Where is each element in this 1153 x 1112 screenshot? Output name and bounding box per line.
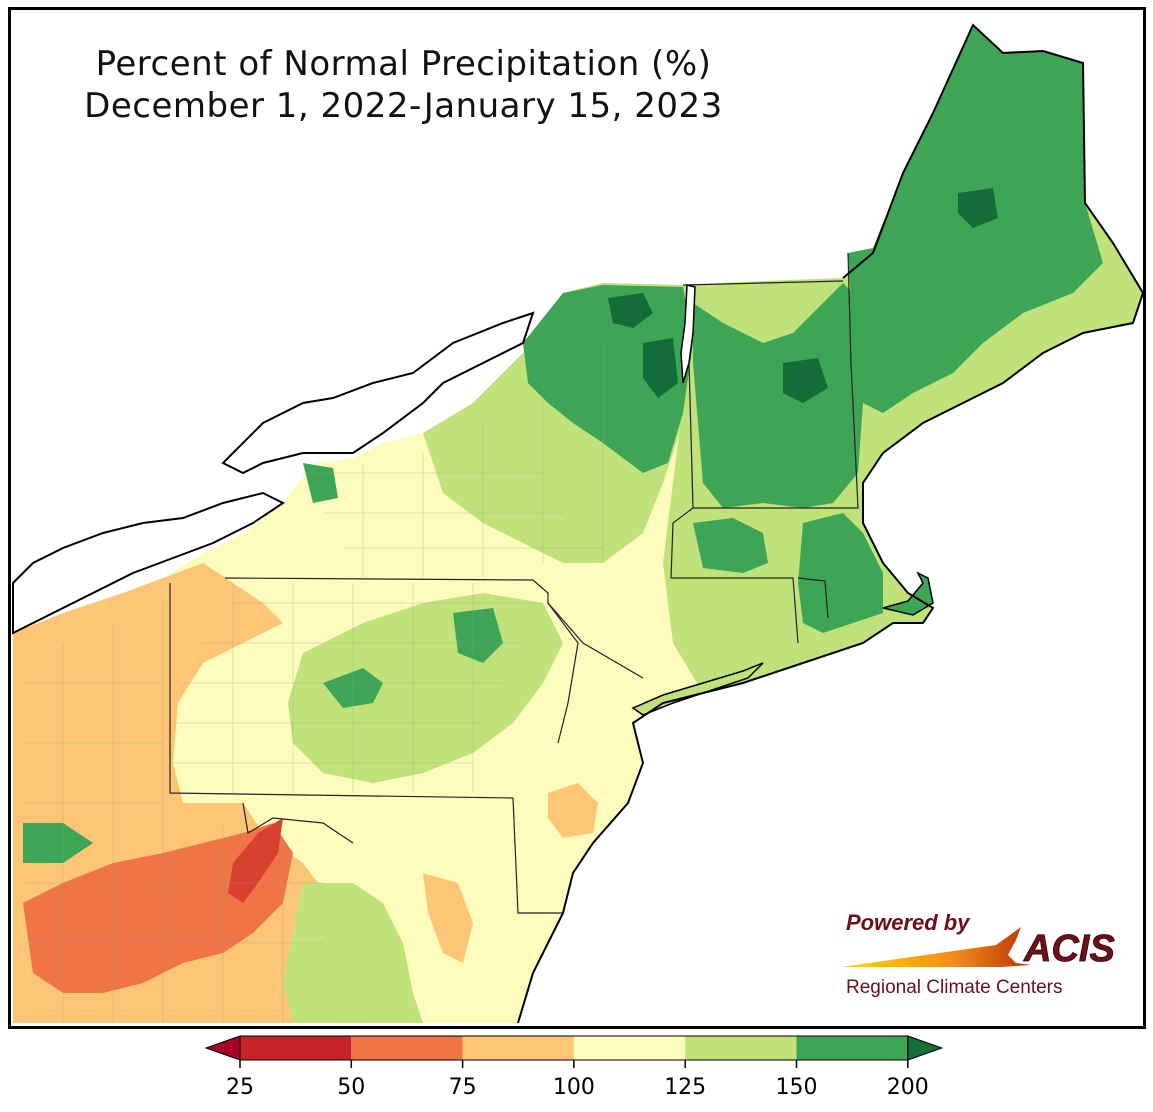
map-frame: Percent of Normal Precipitation (%) Dece… [8, 7, 1146, 1029]
logo-swoosh [841, 927, 1031, 967]
legend-ticks: 25 50 75 100 125 150 200 [226, 1060, 929, 1100]
very-wet-patch-nh [783, 358, 828, 403]
precipitation-map [12, 23, 1143, 1024]
acis-logo: Powered by ACIS Regional Climate Centers [841, 910, 1115, 998]
precip-legend: 25 50 75 100 125 150 200 [204, 1035, 944, 1100]
legend-over-arrow [907, 1035, 944, 1061]
legend-tick-label: 100 [553, 1075, 595, 1100]
legend-tick-label: 75 [449, 1075, 477, 1100]
lake-erie [12, 491, 285, 635]
map-title-line1: Percent of Normal Precipitation (%) [95, 44, 712, 84]
lake-ontario [221, 311, 535, 475]
wet-region-ct-west [693, 518, 768, 573]
driest-patch [228, 818, 283, 903]
wet-patch-pa-east [453, 608, 503, 663]
map-title-line2: December 1, 2022-January 15, 2023 [84, 86, 723, 126]
legend-bin [685, 1036, 797, 1060]
legend-tick-label: 25 [226, 1075, 254, 1100]
very-dry-region-sw [23, 823, 293, 993]
logo-name: ACIS [1023, 928, 1115, 970]
legend-tick-label: 150 [776, 1075, 818, 1100]
dry-patch-eastshore [548, 783, 598, 838]
coastline [517, 23, 1143, 1024]
dry-patch-delmarva [423, 873, 473, 963]
cape-cod [882, 571, 934, 616]
legend-bin [462, 1036, 574, 1060]
logo-subtitle: Regional Climate Centers [846, 977, 1063, 998]
legend-tick-label: 125 [664, 1075, 706, 1100]
very-wet-patch-maine [958, 188, 998, 228]
wet-region-adirondacks [523, 285, 693, 473]
county-lines [23, 343, 604, 1023]
wet-region-mass [798, 513, 883, 633]
lake-champlain [680, 284, 696, 384]
legend-tick-label: 200 [887, 1075, 929, 1100]
wet-region-vt-nh [693, 283, 863, 508]
legend-bin [796, 1036, 908, 1060]
very-wet-patch-adk [643, 338, 678, 398]
moist-patch-sw [283, 883, 423, 1023]
state-borders [169, 252, 859, 914]
legend-bins [204, 1035, 944, 1061]
legend-tick-label: 50 [337, 1075, 365, 1100]
very-wet-patch-ny-north [608, 293, 653, 328]
legend-bin [240, 1036, 352, 1060]
ocean [518, 293, 1143, 1023]
wet-patch-sw [23, 823, 93, 863]
legend-bin [351, 1036, 463, 1060]
legend-under-arrow [204, 1035, 241, 1061]
legend-bin [573, 1036, 686, 1060]
logo-powered-by: Powered by [846, 910, 971, 935]
